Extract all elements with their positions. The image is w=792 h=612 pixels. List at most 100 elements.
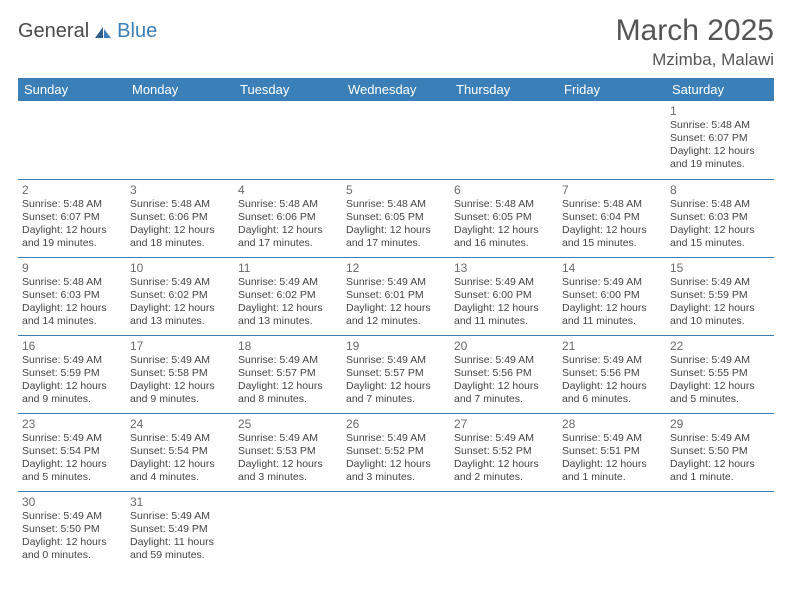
- calendar-cell: 18Sunrise: 5:49 AMSunset: 5:57 PMDayligh…: [234, 335, 342, 413]
- calendar-cell: [450, 101, 558, 179]
- calendar-cell: [126, 101, 234, 179]
- day-number: 9: [22, 261, 122, 275]
- calendar-cell: 8Sunrise: 5:48 AMSunset: 6:03 PMDaylight…: [666, 179, 774, 257]
- calendar-cell: 13Sunrise: 5:49 AMSunset: 6:00 PMDayligh…: [450, 257, 558, 335]
- calendar-cell: 22Sunrise: 5:49 AMSunset: 5:55 PMDayligh…: [666, 335, 774, 413]
- calendar-cell: [342, 491, 450, 569]
- day-info: Sunrise: 5:49 AMSunset: 5:50 PMDaylight:…: [670, 432, 770, 485]
- calendar-cell: 1Sunrise: 5:48 AMSunset: 6:07 PMDaylight…: [666, 101, 774, 179]
- day-number: 23: [22, 417, 122, 431]
- day-info: Sunrise: 5:48 AMSunset: 6:06 PMDaylight:…: [238, 198, 338, 251]
- day-number: 4: [238, 183, 338, 197]
- day-info: Sunrise: 5:49 AMSunset: 6:00 PMDaylight:…: [562, 276, 662, 329]
- day-info: Sunrise: 5:49 AMSunset: 6:00 PMDaylight:…: [454, 276, 554, 329]
- day-number: 7: [562, 183, 662, 197]
- day-info: Sunrise: 5:49 AMSunset: 5:50 PMDaylight:…: [22, 510, 122, 563]
- day-number: 26: [346, 417, 446, 431]
- day-number: 25: [238, 417, 338, 431]
- day-number: 14: [562, 261, 662, 275]
- day-number: 11: [238, 261, 338, 275]
- calendar-cell: 11Sunrise: 5:49 AMSunset: 6:02 PMDayligh…: [234, 257, 342, 335]
- day-info: Sunrise: 5:49 AMSunset: 5:59 PMDaylight:…: [670, 276, 770, 329]
- day-number: 20: [454, 339, 554, 353]
- calendar-cell: [234, 491, 342, 569]
- calendar-cell: 9Sunrise: 5:48 AMSunset: 6:03 PMDaylight…: [18, 257, 126, 335]
- day-number: 29: [670, 417, 770, 431]
- day-number: 2: [22, 183, 122, 197]
- calendar-cell: 26Sunrise: 5:49 AMSunset: 5:52 PMDayligh…: [342, 413, 450, 491]
- day-number: 12: [346, 261, 446, 275]
- day-info: Sunrise: 5:48 AMSunset: 6:05 PMDaylight:…: [346, 198, 446, 251]
- logo-text-1: General: [18, 20, 89, 43]
- day-number: 15: [670, 261, 770, 275]
- location: Mzimba, Malawi: [616, 50, 774, 70]
- day-number: 17: [130, 339, 230, 353]
- calendar-cell: 29Sunrise: 5:49 AMSunset: 5:50 PMDayligh…: [666, 413, 774, 491]
- calendar-cell: 31Sunrise: 5:49 AMSunset: 5:49 PMDayligh…: [126, 491, 234, 569]
- calendar-cell: 14Sunrise: 5:49 AMSunset: 6:00 PMDayligh…: [558, 257, 666, 335]
- day-number: 31: [130, 495, 230, 509]
- day-info: Sunrise: 5:49 AMSunset: 5:57 PMDaylight:…: [346, 354, 446, 407]
- weekday-header: Thursday: [450, 78, 558, 101]
- day-info: Sunrise: 5:49 AMSunset: 5:56 PMDaylight:…: [562, 354, 662, 407]
- day-info: Sunrise: 5:49 AMSunset: 6:02 PMDaylight:…: [130, 276, 230, 329]
- weekday-header: Monday: [126, 78, 234, 101]
- day-info: Sunrise: 5:48 AMSunset: 6:03 PMDaylight:…: [670, 198, 770, 251]
- calendar-cell: 16Sunrise: 5:49 AMSunset: 5:59 PMDayligh…: [18, 335, 126, 413]
- day-info: Sunrise: 5:49 AMSunset: 5:52 PMDaylight:…: [346, 432, 446, 485]
- sail-icon: [93, 25, 113, 39]
- day-number: 10: [130, 261, 230, 275]
- calendar-cell: [666, 491, 774, 569]
- day-number: 19: [346, 339, 446, 353]
- day-number: 8: [670, 183, 770, 197]
- calendar-cell: [450, 491, 558, 569]
- day-number: 30: [22, 495, 122, 509]
- day-info: Sunrise: 5:48 AMSunset: 6:04 PMDaylight:…: [562, 198, 662, 251]
- day-info: Sunrise: 5:48 AMSunset: 6:03 PMDaylight:…: [22, 276, 122, 329]
- calendar-cell: 21Sunrise: 5:49 AMSunset: 5:56 PMDayligh…: [558, 335, 666, 413]
- day-info: Sunrise: 5:48 AMSunset: 6:05 PMDaylight:…: [454, 198, 554, 251]
- day-number: 3: [130, 183, 230, 197]
- calendar-table: SundayMondayTuesdayWednesdayThursdayFrid…: [18, 78, 774, 569]
- calendar-cell: 7Sunrise: 5:48 AMSunset: 6:04 PMDaylight…: [558, 179, 666, 257]
- calendar-cell: 23Sunrise: 5:49 AMSunset: 5:54 PMDayligh…: [18, 413, 126, 491]
- calendar-cell: 3Sunrise: 5:48 AMSunset: 6:06 PMDaylight…: [126, 179, 234, 257]
- calendar-cell: 28Sunrise: 5:49 AMSunset: 5:51 PMDayligh…: [558, 413, 666, 491]
- calendar-cell: 10Sunrise: 5:49 AMSunset: 6:02 PMDayligh…: [126, 257, 234, 335]
- day-info: Sunrise: 5:49 AMSunset: 5:51 PMDaylight:…: [562, 432, 662, 485]
- weekday-header-row: SundayMondayTuesdayWednesdayThursdayFrid…: [18, 78, 774, 101]
- day-info: Sunrise: 5:48 AMSunset: 6:07 PMDaylight:…: [22, 198, 122, 251]
- day-info: Sunrise: 5:49 AMSunset: 5:54 PMDaylight:…: [22, 432, 122, 485]
- calendar-cell: 17Sunrise: 5:49 AMSunset: 5:58 PMDayligh…: [126, 335, 234, 413]
- day-info: Sunrise: 5:49 AMSunset: 5:49 PMDaylight:…: [130, 510, 230, 563]
- day-info: Sunrise: 5:49 AMSunset: 5:54 PMDaylight:…: [130, 432, 230, 485]
- calendar-cell: 19Sunrise: 5:49 AMSunset: 5:57 PMDayligh…: [342, 335, 450, 413]
- title-block: March 2025 Mzimba, Malawi: [616, 14, 774, 70]
- day-number: 16: [22, 339, 122, 353]
- calendar-cell: [342, 101, 450, 179]
- calendar-cell: 4Sunrise: 5:48 AMSunset: 6:06 PMDaylight…: [234, 179, 342, 257]
- day-number: 5: [346, 183, 446, 197]
- weekday-header: Tuesday: [234, 78, 342, 101]
- day-number: 27: [454, 417, 554, 431]
- day-info: Sunrise: 5:49 AMSunset: 5:56 PMDaylight:…: [454, 354, 554, 407]
- calendar-cell: [234, 101, 342, 179]
- calendar-cell: [558, 101, 666, 179]
- day-info: Sunrise: 5:48 AMSunset: 6:06 PMDaylight:…: [130, 198, 230, 251]
- weekday-header: Saturday: [666, 78, 774, 101]
- logo: General Blue: [18, 20, 157, 43]
- day-info: Sunrise: 5:48 AMSunset: 6:07 PMDaylight:…: [670, 119, 770, 172]
- day-number: 1: [670, 104, 770, 118]
- weekday-header: Sunday: [18, 78, 126, 101]
- calendar-cell: [18, 101, 126, 179]
- day-number: 22: [670, 339, 770, 353]
- day-info: Sunrise: 5:49 AMSunset: 5:53 PMDaylight:…: [238, 432, 338, 485]
- calendar-cell: 15Sunrise: 5:49 AMSunset: 5:59 PMDayligh…: [666, 257, 774, 335]
- day-info: Sunrise: 5:49 AMSunset: 6:01 PMDaylight:…: [346, 276, 446, 329]
- day-info: Sunrise: 5:49 AMSunset: 5:58 PMDaylight:…: [130, 354, 230, 407]
- day-number: 28: [562, 417, 662, 431]
- day-number: 24: [130, 417, 230, 431]
- day-info: Sunrise: 5:49 AMSunset: 5:52 PMDaylight:…: [454, 432, 554, 485]
- day-info: Sunrise: 5:49 AMSunset: 5:59 PMDaylight:…: [22, 354, 122, 407]
- day-number: 13: [454, 261, 554, 275]
